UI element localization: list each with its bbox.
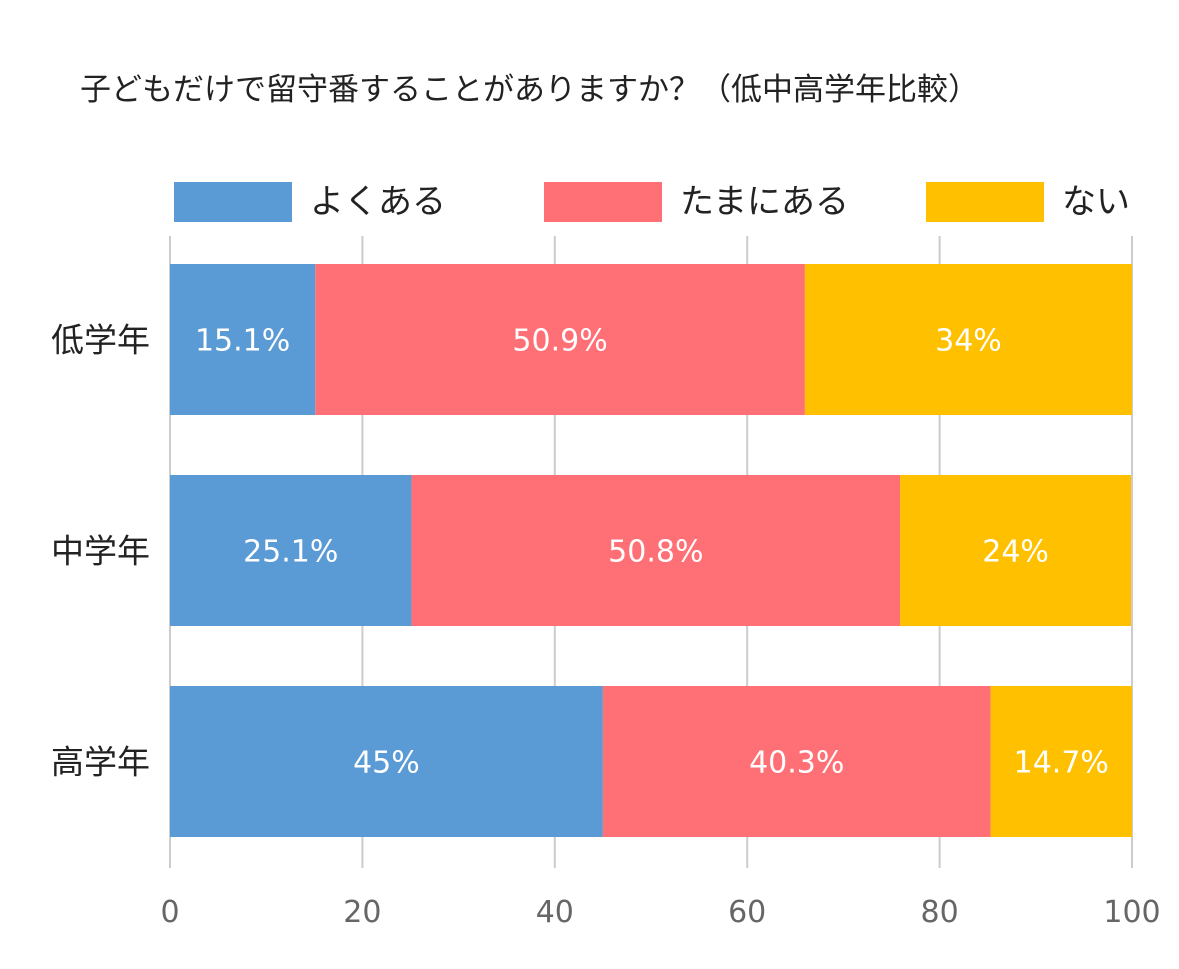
chart-title: 子どもだけで留守番することがありますか？（低中高学年比較） [80, 72, 979, 108]
x-tick-label: 100 [1103, 895, 1160, 930]
bar-segment [602, 686, 991, 837]
x-tick-label: 0 [160, 895, 179, 930]
legend: よくある たまにある ない [174, 182, 1130, 222]
legend-label: たまにある [680, 182, 849, 222]
data-label: 24% [982, 535, 1049, 570]
data-label: 45% [353, 746, 420, 781]
data-label: 25.1% [243, 535, 338, 570]
data-labels: 15.1% 50.9% 34% 25.1% 50.8% 24% 45% 40.3% 14.7% [195, 324, 1109, 781]
legend-label: よくある [310, 182, 446, 222]
legend-swatch [174, 182, 292, 222]
legend-swatch [544, 182, 662, 222]
x-axis-labels: 0 20 40 60 80 100 [160, 895, 1160, 930]
bar-segment [315, 264, 805, 415]
bar-segment [900, 475, 1132, 626]
data-label: 50.8% [608, 535, 703, 570]
data-label: 34% [935, 324, 1002, 359]
bar-segment [170, 686, 603, 837]
legend-swatch [926, 182, 1044, 222]
category-label: 高学年 [51, 743, 150, 782]
x-tick-label: 20 [343, 895, 381, 930]
legend-label: ない [1062, 182, 1130, 222]
bar-segment [170, 475, 412, 626]
bar-segment [990, 686, 1132, 837]
x-tick-label: 80 [921, 895, 959, 930]
bar-segment [804, 264, 1132, 415]
bars [170, 264, 1132, 837]
data-label: 14.7% [1014, 746, 1109, 781]
x-tick-label: 40 [536, 895, 574, 930]
category-label: 低学年 [51, 321, 150, 360]
bar-segment [411, 475, 901, 626]
bar-segment [170, 264, 316, 415]
x-tick-label: 60 [728, 895, 766, 930]
data-label: 50.9% [512, 324, 607, 359]
category-label: 中学年 [51, 532, 150, 571]
data-label: 40.3% [749, 746, 844, 781]
data-label: 15.1% [195, 324, 290, 359]
